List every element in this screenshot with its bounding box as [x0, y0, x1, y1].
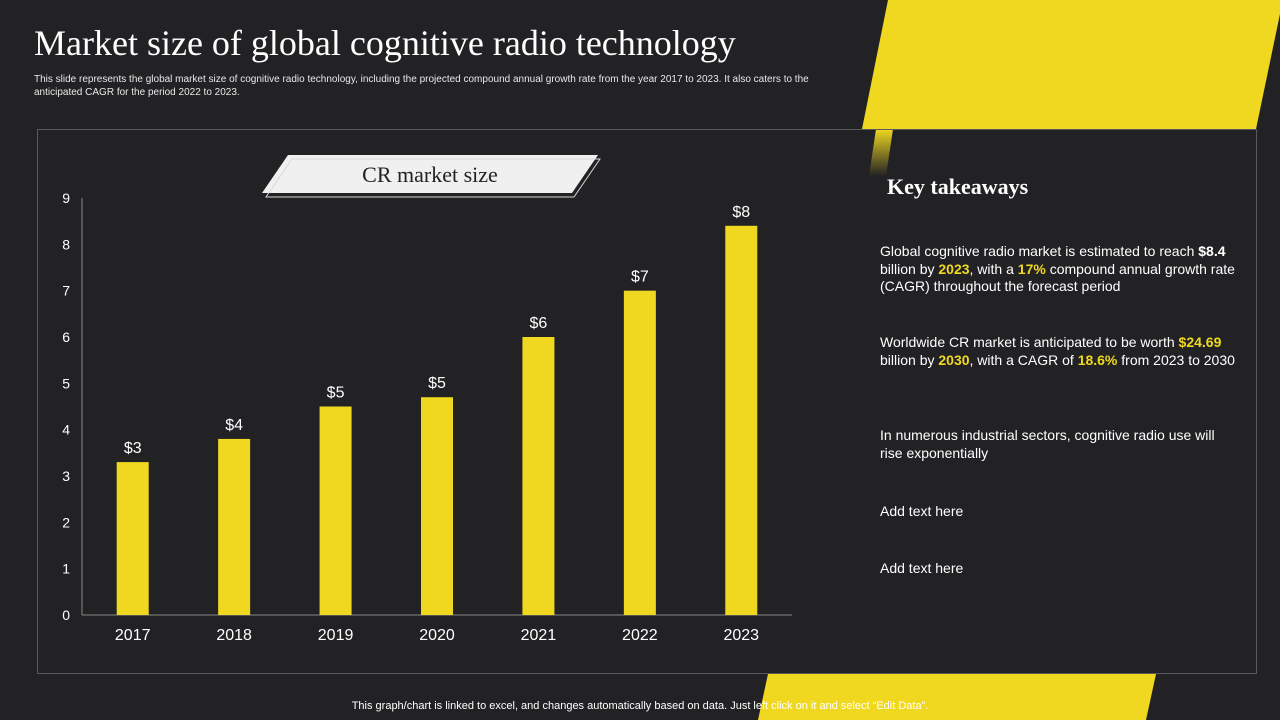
takeaway-text: $8.4 [1198, 243, 1226, 259]
bar-2019 [319, 406, 352, 615]
data-label: $4 [225, 417, 243, 434]
bar-2021 [522, 337, 555, 615]
bar-2017 [116, 462, 149, 615]
data-label: $5 [428, 375, 446, 392]
data-label: $7 [631, 269, 649, 286]
x-tick-label: 2017 [115, 627, 151, 644]
takeaway-text: billion by [880, 351, 939, 368]
takeaway-text: , with a [969, 260, 1018, 277]
x-tick-label: 2020 [419, 627, 455, 644]
takeaway-text: from 2023 to 2030 [1117, 351, 1235, 368]
y-tick-label: 5 [62, 375, 70, 391]
chart-title: CR market size [362, 162, 498, 187]
takeaway-item: Worldwide CR market is anticipated to be… [880, 334, 1240, 369]
y-tick-label: 8 [62, 236, 70, 252]
takeaway-text: 17% [1017, 260, 1046, 277]
takeaway-text: Global cognitive radio market is estimat… [880, 243, 1199, 259]
x-tick-label: 2022 [622, 627, 658, 644]
takeaway-text: , with a CAGR of [969, 351, 1078, 368]
takeaway-text: 2023 [938, 260, 970, 277]
takeaways-title: Key takeaways [887, 174, 1029, 199]
data-label: $5 [327, 385, 345, 402]
takeaway-item: Global cognitive radio market is estimat… [880, 243, 1240, 296]
chart-title-box: CR market size [262, 155, 601, 198]
y-tick-label: 3 [62, 468, 70, 484]
content-panel [37, 129, 1257, 674]
takeaway-text: $24.69 [1178, 334, 1222, 350]
takeaway-text: In numerous industrial sectors, cognitiv… [880, 427, 1215, 461]
y-tick-label: 9 [62, 190, 70, 206]
y-tick-label: 1 [62, 561, 70, 577]
bar-2020 [421, 397, 453, 615]
y-tick-label: 2 [62, 514, 70, 530]
page-subtitle: This slide represents the global market … [34, 74, 809, 98]
data-label: $8 [732, 204, 750, 221]
takeaway-text: Add text here [880, 503, 964, 519]
y-tick-label: 4 [62, 422, 70, 438]
takeaway-item: In numerous industrial sectors, cognitiv… [880, 427, 1240, 462]
data-label: $6 [530, 315, 548, 332]
x-tick-label: 2018 [216, 627, 252, 644]
takeaway-text: compound annual growth rate (CAGR) throu… [880, 260, 1235, 295]
takeaway-item: Add text here [880, 560, 1240, 578]
takeaway-text: 2030 [938, 351, 970, 368]
takeaway-text: Add text here [880, 560, 964, 576]
bar-2023 [725, 225, 758, 616]
x-tick-label: 2019 [318, 627, 354, 644]
takeaway-text: 18.6% [1077, 351, 1118, 368]
bar-2018 [218, 438, 251, 615]
bar-2022 [623, 290, 656, 615]
x-tick-label: 2021 [521, 627, 557, 644]
takeaway-text: billion by [880, 260, 939, 277]
y-tick-label: 6 [62, 329, 70, 345]
y-tick-label: 7 [62, 283, 70, 299]
data-label: $3 [124, 440, 142, 457]
takeaway-text: Worldwide CR market is anticipated to be… [880, 334, 1179, 350]
page-title: Market size of global cognitive radio te… [34, 23, 736, 63]
y-tick-label: 0 [62, 607, 70, 623]
takeaway-item: Add text here [880, 503, 1240, 521]
footer-note: This graph/chart is linked to excel, and… [351, 700, 929, 712]
x-tick-label: 2023 [723, 627, 759, 644]
